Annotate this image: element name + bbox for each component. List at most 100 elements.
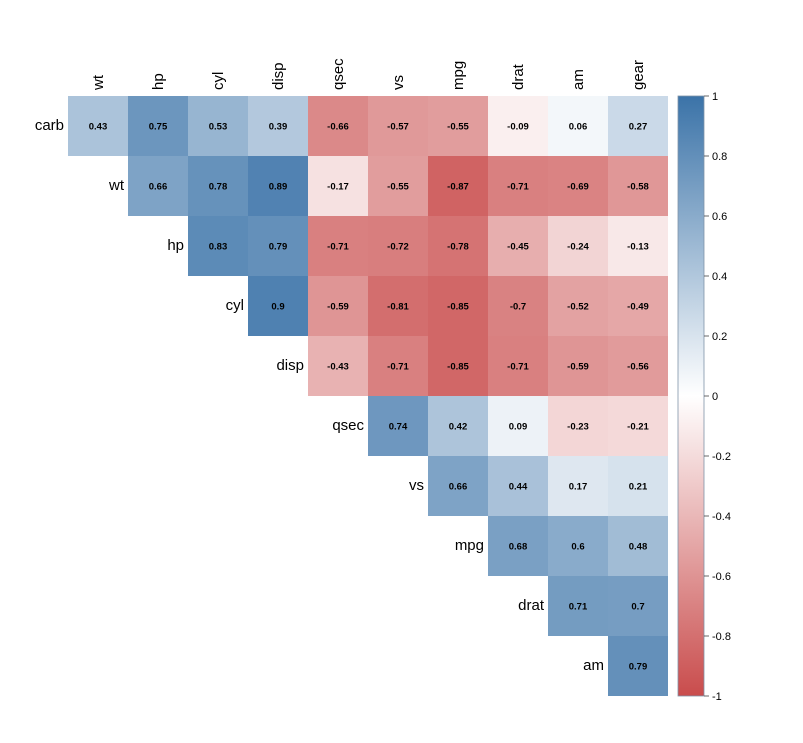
- cell-drat-gear: [608, 576, 668, 636]
- color-bar-ticks: 1 0.8 0.6 0.4 0.2 0 -0.2 -0.4 -0.6 -0.8 -1: [704, 91, 731, 703]
- cell-value-qsec-mpg: 0.42: [449, 422, 468, 433]
- cell-value-carb-drat: -0.09: [507, 122, 529, 133]
- cell-qsec-mpg: [428, 396, 488, 456]
- cell-carb-disp: [248, 96, 308, 156]
- cell-wt-vs: [368, 156, 428, 216]
- cell-value-carb-wt: 0.43: [89, 122, 108, 133]
- cell-value-wt-vs: -0.55: [387, 182, 409, 193]
- cell-value-qsec-vs: 0.74: [389, 422, 408, 433]
- cell-hp-vs: [368, 216, 428, 276]
- cell-hp-drat: [488, 216, 548, 276]
- cell-wt-disp: [248, 156, 308, 216]
- cell-value-carb-disp: 0.39: [269, 122, 288, 133]
- cell-value-disp-vs: -0.71: [387, 362, 409, 373]
- cell-disp-am: [548, 336, 608, 396]
- cell-value-mpg-am: 0.6: [571, 542, 584, 553]
- cell-carb-wt: [68, 96, 128, 156]
- cell-carb-qsec: [308, 96, 368, 156]
- cell-value-qsec-am: -0.23: [567, 422, 589, 433]
- cell-cyl-am: [548, 276, 608, 336]
- color-bar-tick-label: -1: [712, 691, 722, 703]
- cell-wt-am: [548, 156, 608, 216]
- cell-value-cyl-vs: -0.81: [387, 302, 409, 313]
- cell-value-cyl-drat: -0.7: [510, 302, 526, 313]
- color-bar-tick-label: -0.6: [712, 571, 731, 583]
- cell-value-wt-gear: -0.58: [627, 182, 649, 193]
- cell-value-drat-gear: 0.7: [631, 602, 644, 613]
- cell-carb-drat: [488, 96, 548, 156]
- cell-cyl-drat: [488, 276, 548, 336]
- cell-disp-drat: [488, 336, 548, 396]
- row-label-qsec: qsec: [332, 417, 364, 434]
- cell-hp-gear: [608, 216, 668, 276]
- cell-value-wt-am: -0.69: [567, 182, 589, 193]
- cell-value-hp-mpg: -0.78: [447, 242, 469, 253]
- cell-hp-qsec: [308, 216, 368, 276]
- cell-value-vs-am: 0.17: [569, 482, 588, 493]
- cell-value-qsec-gear: -0.21: [627, 422, 649, 433]
- cell-value-carb-vs: -0.57: [387, 122, 409, 133]
- cell-hp-mpg: [428, 216, 488, 276]
- cell-wt-mpg: [428, 156, 488, 216]
- color-bar-tick-label: 0.6: [712, 211, 727, 223]
- cell-wt-hp: [128, 156, 188, 216]
- cell-value-carb-mpg: -0.55: [447, 122, 469, 133]
- row-labels: carb wt hp cyl disp qsec vs mpg drat am: [35, 117, 604, 674]
- row-label-cyl: cyl: [226, 297, 244, 314]
- column-labels: wt hp cyl disp qsec vs mpg drat am gear: [90, 58, 647, 91]
- column-label-gear: gear: [630, 60, 647, 90]
- cell-mpg-gear: [608, 516, 668, 576]
- color-bar: [677, 95, 705, 697]
- cell-value-cyl-mpg: -0.85: [447, 302, 469, 313]
- cell-value-cyl-gear: -0.49: [627, 302, 649, 313]
- cell-qsec-am: [548, 396, 608, 456]
- cell-value-disp-drat: -0.71: [507, 362, 529, 373]
- cell-carb-hp: [128, 96, 188, 156]
- cell-value-cyl-am: -0.52: [567, 302, 589, 313]
- cell-value-wt-qsec: -0.17: [327, 182, 349, 193]
- cell-value-disp-qsec: -0.43: [327, 362, 349, 373]
- column-label-mpg: mpg: [450, 61, 467, 90]
- cell-value-cyl-disp: 0.9: [271, 302, 284, 313]
- cell-value-qsec-drat: 0.09: [509, 422, 528, 433]
- color-bar-legend: [677, 95, 705, 697]
- cell-value-hp-gear: -0.13: [627, 242, 649, 253]
- column-label-drat: drat: [510, 63, 527, 90]
- cell-mpg-am: [548, 516, 608, 576]
- cell-value-mpg-gear: 0.48: [629, 542, 648, 553]
- cell-cyl-vs: [368, 276, 428, 336]
- cell-qsec-vs: [368, 396, 428, 456]
- cell-cyl-qsec: [308, 276, 368, 336]
- cell-cyl-gear: [608, 276, 668, 336]
- cell-disp-mpg: [428, 336, 488, 396]
- row-label-mpg: mpg: [455, 537, 484, 554]
- cell-carb-gear: [608, 96, 668, 156]
- cell-value-disp-mpg: -0.85: [447, 362, 469, 373]
- column-label-wt: wt: [90, 74, 107, 91]
- cell-value-wt-mpg: -0.87: [447, 182, 469, 193]
- cell-value-mpg-drat: 0.68: [509, 542, 528, 553]
- cell-value-carb-gear: 0.27: [629, 122, 648, 133]
- cell-value-wt-cyl: 0.78: [209, 182, 228, 193]
- cell-carb-vs: [368, 96, 428, 156]
- row-label-carb: carb: [35, 117, 64, 134]
- row-label-wt: wt: [108, 177, 125, 194]
- cell-vs-am: [548, 456, 608, 516]
- cell-value-wt-disp: 0.89: [269, 182, 288, 193]
- cell-value-am-gear: 0.79: [629, 662, 648, 673]
- color-bar-tick-label: -0.4: [712, 511, 731, 523]
- cell-value-carb-qsec: -0.66: [327, 122, 349, 133]
- cell-value-hp-cyl: 0.83: [209, 242, 228, 253]
- cell-drat-am: [548, 576, 608, 636]
- column-label-am: am: [570, 69, 587, 90]
- cell-disp-vs: [368, 336, 428, 396]
- cell-wt-qsec: [308, 156, 368, 216]
- cell-value-vs-drat: 0.44: [509, 482, 528, 493]
- cell-carb-cyl: [188, 96, 248, 156]
- cell-cyl-mpg: [428, 276, 488, 336]
- cell-value-hp-disp: 0.79: [269, 242, 288, 253]
- cell-value-hp-vs: -0.72: [387, 242, 409, 253]
- color-bar-tick-label: 0.8: [712, 151, 727, 163]
- cell-carb-am: [548, 96, 608, 156]
